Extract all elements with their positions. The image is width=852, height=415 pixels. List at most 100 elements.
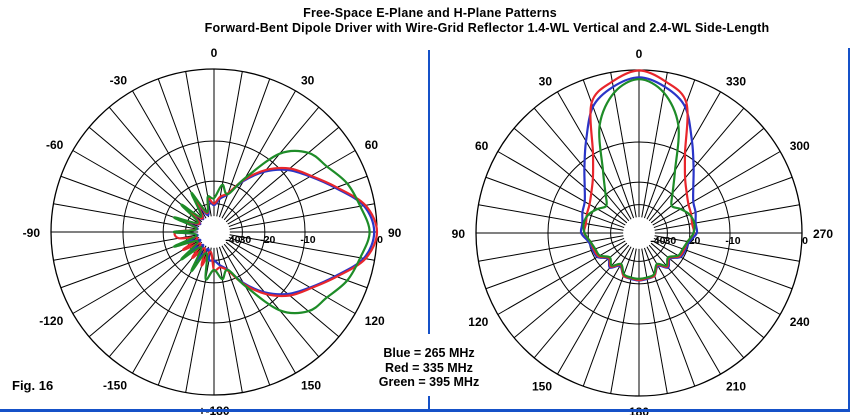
pattern-curve-395-mhz <box>582 78 696 280</box>
grid-spoke <box>223 106 320 221</box>
grid-spoke <box>227 239 356 314</box>
grid-spoke <box>485 237 625 290</box>
grid-spoke <box>646 91 721 220</box>
angle-label: 300 <box>790 139 810 153</box>
db-ring <box>547 141 731 325</box>
grid-spoke <box>497 240 626 315</box>
grid-spoke <box>648 107 745 222</box>
grid-spoke <box>72 239 201 314</box>
grid-spoke <box>650 127 765 224</box>
grid-spoke <box>557 91 632 220</box>
grid-spoke <box>227 150 356 225</box>
grid-spoke <box>654 235 800 262</box>
angle-label: 30 <box>539 75 553 89</box>
grid-spoke <box>72 150 201 225</box>
angle-label: 120 <box>468 315 488 329</box>
grid-spoke <box>157 78 210 218</box>
db-label: -10 <box>725 235 740 247</box>
db-ring <box>162 180 266 284</box>
figure-label: Fig. 16 <box>12 378 54 393</box>
angle-label: 150 <box>532 379 552 393</box>
angle-label: -30 <box>110 74 128 88</box>
db-label: 0 <box>802 235 808 247</box>
angle-label: 240 <box>790 315 810 329</box>
grid-spoke <box>223 243 320 358</box>
e-plane-pattern: 0306090120150+-180-150-120-90-60-30-4030… <box>23 46 402 415</box>
grid-spoke <box>225 126 340 223</box>
db-label: 30 <box>240 234 252 246</box>
grid-spoke <box>533 107 630 222</box>
h-plane-pattern: 0306090120150180210240270300330-4030-20-… <box>452 47 834 415</box>
grid-spoke <box>228 175 368 228</box>
grid-spoke <box>653 176 793 229</box>
legend-item-blue: Blue = 265 MHz <box>383 346 475 360</box>
grid-spoke <box>610 248 637 394</box>
pattern-curve-335-mhz <box>582 69 696 282</box>
angle-label: 0 <box>211 46 218 60</box>
grid-spoke <box>652 151 781 226</box>
grid-spoke <box>216 71 243 217</box>
angle-label: 60 <box>475 139 489 153</box>
db-label: -40 <box>225 234 240 246</box>
pattern-curve-395-mhz <box>172 149 371 315</box>
grid-spoke <box>641 72 668 218</box>
grid-spoke <box>221 90 296 219</box>
grid-spoke <box>653 237 793 290</box>
angle-label: 0 <box>636 47 643 61</box>
grid-spoke <box>646 246 721 375</box>
grid-spoke <box>478 204 624 231</box>
db-ring <box>587 181 691 285</box>
db-ring <box>610 204 668 262</box>
grid-spoke <box>497 151 626 226</box>
angle-label: 330 <box>726 75 746 89</box>
angle-label: 90 <box>452 227 466 241</box>
grid-spoke <box>652 240 781 315</box>
angle-label: -90 <box>23 226 41 240</box>
angle-label: 30 <box>301 74 315 88</box>
db-label: -10 <box>300 234 315 246</box>
grid-spoke <box>185 71 212 217</box>
grid-spoke <box>53 203 199 230</box>
db-label: -40 <box>650 235 665 247</box>
grid-spoke <box>582 247 635 387</box>
grid-spoke <box>485 176 625 229</box>
grid-spoke <box>185 247 212 393</box>
angle-label: 210 <box>726 379 746 393</box>
angle-label: -150 <box>103 378 127 392</box>
grid-spoke <box>513 127 628 224</box>
angle-label: 60 <box>365 138 379 152</box>
panel-divider-line-lower <box>428 396 430 409</box>
angle-label: -60 <box>46 138 64 152</box>
grid-spoke <box>654 204 800 231</box>
grid-spoke <box>478 235 624 262</box>
grid-spoke <box>229 203 375 230</box>
grid-spoke <box>53 234 199 261</box>
angle-label: 120 <box>365 314 385 328</box>
db-label: 30 <box>665 235 677 247</box>
grid-spoke <box>108 106 205 221</box>
angle-label: 150 <box>301 378 321 392</box>
db-label: -20 <box>260 234 275 246</box>
pattern-curve-335-mhz <box>173 166 379 298</box>
bottom-border-line <box>0 409 850 412</box>
grid-spoke <box>557 246 632 375</box>
grid-spoke <box>157 246 210 386</box>
db-ring <box>122 140 306 324</box>
grid-spoke <box>229 234 375 261</box>
angle-label: 90 <box>388 226 402 240</box>
grid-spoke <box>216 247 243 393</box>
legend-item-green: Green = 395 MHz <box>378 375 480 389</box>
grid-spoke <box>228 236 368 289</box>
grid-spoke <box>648 244 745 359</box>
legend-item-red: Red = 335 MHz <box>385 360 473 375</box>
db-label: 0 <box>377 234 383 246</box>
chart-title-line2: Forward-Bent Dipole Driver with Wire-Gri… <box>204 21 770 35</box>
frequency-legend: Blue = 265 MHz Red = 335 MHz Green = 395… <box>375 346 483 390</box>
grid-spoke <box>225 241 340 338</box>
grid-spoke <box>643 247 696 387</box>
chart-title-line1: Free-Space E-Plane and H-Plane Patterns <box>303 6 557 20</box>
grid-spoke <box>221 245 296 374</box>
grid-spoke <box>610 72 637 218</box>
